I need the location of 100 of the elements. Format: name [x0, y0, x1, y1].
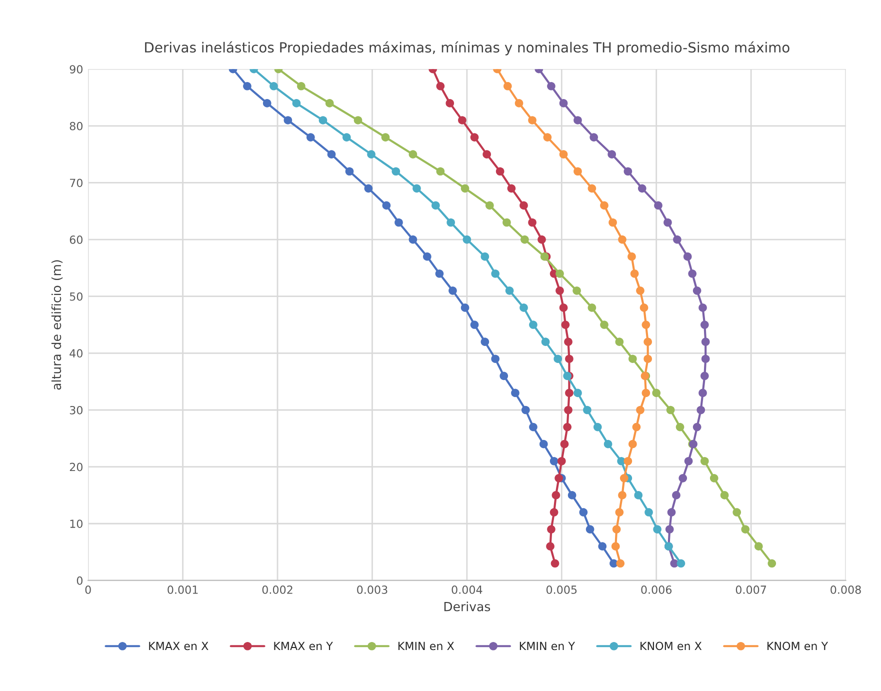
point: [652, 388, 661, 398]
point: [554, 474, 563, 482]
point: [539, 440, 548, 448]
point: [547, 525, 556, 534]
point: [327, 150, 336, 158]
point: [564, 406, 572, 414]
point: [616, 559, 625, 568]
point: [458, 116, 466, 124]
point: [741, 525, 750, 534]
point: [692, 286, 702, 295]
point: [698, 388, 707, 398]
point: [754, 542, 763, 551]
point: [644, 354, 652, 364]
point: [514, 99, 524, 108]
point: [565, 388, 574, 398]
x-tick-label: 0.003: [357, 585, 388, 594]
point: [392, 167, 400, 176]
point: [511, 388, 520, 398]
point: [700, 456, 709, 466]
point: [561, 320, 570, 329]
point: [620, 474, 628, 482]
point: [565, 354, 574, 364]
point: [297, 82, 306, 90]
point: [615, 338, 624, 346]
y-tick-label: 80: [70, 122, 82, 130]
y-tick-label: 20: [70, 462, 82, 472]
point: [672, 491, 680, 500]
point: [367, 150, 376, 158]
x-tick-label: 0.008: [830, 585, 861, 594]
point: [529, 422, 538, 432]
point: [529, 320, 538, 329]
point: [628, 440, 637, 448]
point: [364, 184, 373, 193]
legend-label: KMAX en X: [149, 642, 208, 650]
point: [541, 338, 550, 346]
point: [692, 422, 702, 432]
point: [422, 252, 432, 261]
x-tick-label: 0: [85, 585, 91, 594]
point: [550, 456, 558, 466]
point: [500, 372, 508, 380]
point: [684, 456, 693, 466]
point: [381, 133, 390, 142]
point: [552, 491, 560, 500]
point: [608, 150, 616, 158]
point: [572, 286, 581, 295]
point: [678, 474, 688, 482]
point: [630, 269, 639, 278]
point: [262, 99, 272, 108]
point: [505, 286, 514, 295]
point: [667, 508, 676, 516]
x-tick-label: 0.001: [168, 585, 198, 594]
point: [496, 167, 504, 176]
point: [710, 474, 718, 482]
point: [394, 218, 403, 227]
point: [460, 184, 470, 193]
point: [408, 235, 418, 244]
y-tick-label: 70: [70, 178, 82, 188]
point: [590, 133, 598, 142]
point: [574, 167, 582, 176]
point: [345, 167, 354, 176]
point: [664, 218, 672, 227]
point: [470, 133, 479, 142]
point: [564, 338, 572, 346]
point: [644, 508, 653, 516]
point: [611, 542, 620, 551]
point: [673, 235, 682, 244]
point: [593, 422, 602, 432]
point: [636, 406, 644, 414]
point: [547, 82, 556, 90]
x-tick-label: 0.004: [452, 585, 482, 594]
point: [665, 525, 674, 534]
point: [732, 508, 742, 516]
point: [436, 82, 445, 90]
x-axis-title: Derivas: [444, 602, 490, 612]
point: [618, 235, 626, 244]
point: [491, 269, 500, 278]
point: [560, 440, 569, 448]
point: [557, 456, 566, 466]
y-tick-label: 40: [70, 349, 82, 358]
chart-title: Derivas inelásticos Propiedades máximas, mínimas y nominales TH promedio-Sismo máximo: [145, 41, 790, 56]
point: [628, 252, 636, 261]
point: [546, 542, 554, 551]
y-axis-title: altura de edificio (m): [51, 260, 63, 390]
point: [432, 201, 440, 210]
point: [588, 184, 596, 193]
point: [550, 559, 560, 568]
point: [412, 184, 421, 193]
point: [354, 116, 362, 124]
point: [574, 116, 582, 124]
point: [615, 508, 624, 516]
point: [480, 338, 490, 346]
point: [666, 406, 675, 414]
point: [701, 338, 710, 346]
legend-label: KNOM en X: [640, 642, 702, 650]
point: [720, 491, 729, 500]
point: [408, 150, 418, 158]
point: [243, 82, 252, 90]
point: [640, 304, 648, 312]
point: [628, 354, 637, 364]
point: [600, 201, 608, 210]
